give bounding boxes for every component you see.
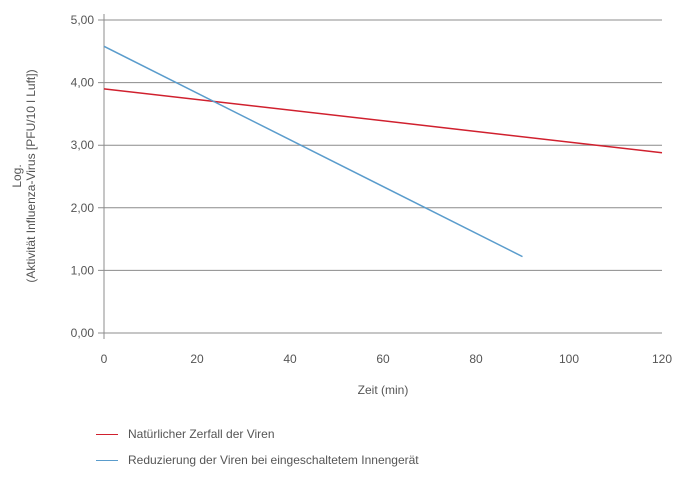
legend-label-series-2: Reduzierung der Viren bei eingeschaltete… — [128, 453, 419, 467]
x-tick-label: 60 — [376, 352, 390, 366]
x-tick-label: 20 — [190, 352, 204, 366]
y-tick-label: 1,00 — [71, 263, 95, 277]
x-tick-label: 80 — [469, 352, 483, 366]
tick-labels: 0,00 1,00 2,00 3,00 4,00 5,00 0 20 40 60 80 100 120 — [71, 13, 673, 366]
y-tick-label: 4,00 — [71, 76, 95, 90]
y-tick-label: 3,00 — [71, 138, 95, 152]
x-tick-label: 40 — [283, 352, 297, 366]
series-lines — [103, 45, 663, 258]
y-axis-title-line-2: (Aktivität Influenza-Virus [PFU/10 l Luf… — [24, 69, 38, 282]
y-tick-label: 5,00 — [71, 13, 95, 27]
x-tick-label: 0 — [101, 352, 108, 366]
legend-item-series-2: Reduzierung der Viren bei eingeschaltete… — [96, 453, 419, 467]
legend: Natürlicher Zerfall der Viren Reduzierun… — [96, 427, 419, 479]
legend-item-series-1: Natürlicher Zerfall der Viren — [96, 427, 419, 441]
series-line-2 — [103, 45, 523, 258]
y-tick-label: 2,00 — [71, 201, 95, 215]
grid-lines — [98, 19, 662, 334]
y-tick-label: 0,00 — [71, 326, 95, 340]
legend-swatch-series-2 — [96, 459, 118, 461]
legend-swatch-series-1 — [96, 433, 118, 435]
x-axis-title: Zeit (min) — [358, 383, 409, 397]
y-axis-title-line-1: Log. — [10, 164, 24, 187]
x-tick-label: 100 — [559, 352, 579, 366]
legend-label-series-1: Natürlicher Zerfall der Viren — [128, 427, 275, 441]
x-tick-label: 120 — [652, 352, 672, 366]
series-line-1 — [103, 88, 663, 154]
